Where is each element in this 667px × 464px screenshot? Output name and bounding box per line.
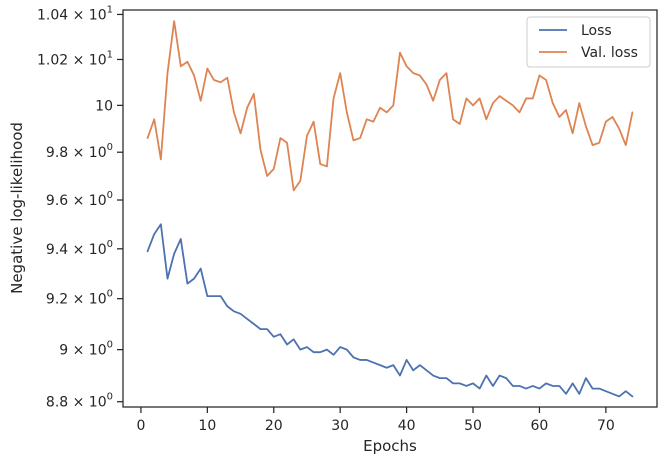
x-axis-label: Epochs: [363, 437, 417, 455]
x-tick-label: 20: [265, 418, 283, 434]
plot-area-frame: [122, 9, 658, 408]
x-axis: 0 10 20 30 40 50 60 70: [136, 407, 615, 434]
y-tick-label: 9 × 100: [59, 340, 113, 359]
loss-series-line: [146, 223, 634, 398]
x-tick-label: 60: [531, 418, 549, 434]
y-tick-label: 8.8 × 100: [46, 392, 113, 411]
y-tick-label: 9.6 × 100: [46, 190, 113, 209]
y-axis: 8.8 × 100 9 × 100 9.2 × 100 9.4 × 100 9.6 × …: [37, 4, 123, 411]
legend: Loss Val. loss: [526, 16, 651, 68]
y-tick-label: 10: [95, 98, 113, 114]
x-tick-label: 0: [136, 418, 145, 434]
y-tick-label: 9.4 × 100: [46, 239, 113, 258]
x-tick-label: 70: [597, 418, 615, 434]
series-layer: [146, 20, 634, 398]
val-loss-series-line: [146, 20, 634, 192]
y-axis-label: Negative log-likelihood: [8, 122, 26, 294]
x-tick-label: 30: [331, 418, 349, 434]
y-tick-label: 9.2 × 100: [46, 289, 113, 308]
x-tick-label: 40: [398, 418, 416, 434]
x-tick-label: 10: [198, 418, 216, 434]
y-tick-label: 1.02 × 101: [37, 49, 113, 68]
y-tick-label: 9.8 × 100: [46, 142, 113, 161]
y-tick-label: 1.04 × 101: [37, 4, 113, 23]
legend-label-val-loss: Val. loss: [581, 45, 638, 61]
x-tick-label: 50: [464, 418, 482, 434]
legend-label-loss: Loss: [581, 23, 612, 39]
